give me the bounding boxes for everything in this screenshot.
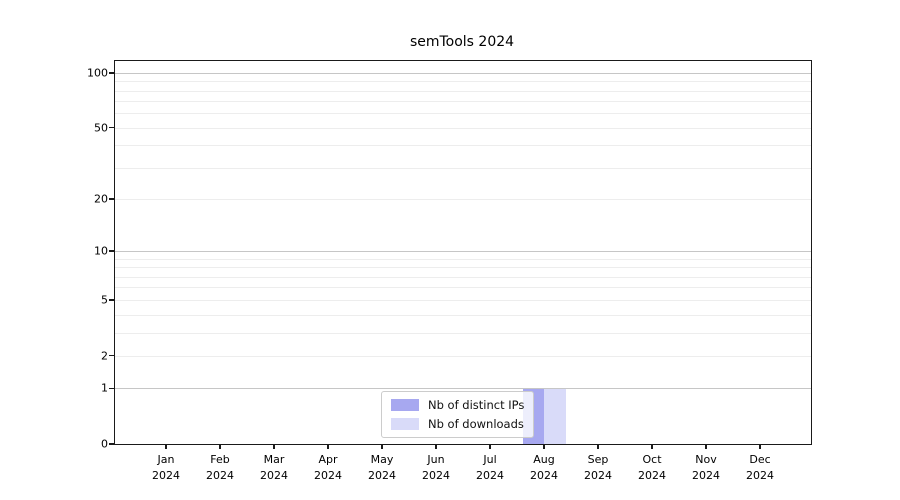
chart-title: semTools 2024 [409, 34, 515, 50]
y-tick-label: 2 [101, 349, 108, 363]
y-tick-mark [109, 250, 114, 252]
minor-gridline [115, 145, 811, 147]
y-tick-mark [109, 443, 114, 445]
y-tick-label: 50 [94, 121, 108, 135]
x-tick-mark [489, 444, 491, 449]
minor-gridline [115, 167, 811, 169]
y-tick-mark [109, 299, 114, 301]
x-tick-label: Nov 2024 [692, 453, 720, 482]
minor-gridline [115, 276, 811, 278]
legend-swatch-distinct-ips [391, 399, 419, 411]
x-tick-mark [759, 444, 761, 449]
x-tick-label: Aug 2024 [530, 453, 558, 482]
legend-row: Nb of downloads [391, 417, 524, 431]
x-tick-label: Jan 2024 [152, 453, 180, 482]
x-tick-label: Jun 2024 [422, 453, 450, 482]
y-tick-mark [109, 198, 114, 200]
legend-swatch-downloads [391, 418, 419, 430]
y-tick-label: 20 [94, 192, 108, 206]
y-tick-label: 1 [101, 381, 108, 395]
x-tick-mark [435, 444, 437, 449]
x-tick-mark [165, 444, 167, 449]
y-tick-label: 0 [101, 437, 108, 451]
minor-gridline [115, 314, 811, 316]
minor-gridline [115, 355, 811, 357]
minor-gridline [115, 81, 811, 83]
major-gridline [115, 388, 811, 390]
y-tick-mark [109, 387, 114, 389]
legend-label: Nb of distinct IPs [428, 398, 525, 412]
x-tick-mark [273, 444, 275, 449]
x-tick-mark [543, 444, 545, 449]
major-gridline [115, 251, 811, 253]
minor-gridline [115, 90, 811, 92]
minor-gridline [115, 113, 811, 115]
x-tick-mark [219, 444, 221, 449]
legend-label: Nb of downloads [428, 417, 524, 431]
y-tick-label: 100 [87, 66, 108, 80]
y-tick-mark [109, 72, 114, 74]
minor-gridline [115, 267, 811, 269]
minor-gridline [115, 101, 811, 103]
x-tick-mark [597, 444, 599, 449]
y-tick-mark [109, 127, 114, 129]
x-tick-mark [705, 444, 707, 449]
x-tick-mark [327, 444, 329, 449]
x-tick-mark [381, 444, 383, 449]
x-tick-label: Apr 2024 [314, 453, 342, 482]
x-tick-mark [651, 444, 653, 449]
minor-gridline [115, 127, 811, 129]
x-tick-label: Oct 2024 [638, 453, 666, 482]
x-tick-label: Dec 2024 [746, 453, 774, 482]
y-tick-mark [109, 354, 114, 357]
minor-gridline [115, 258, 811, 260]
minor-gridline [115, 287, 811, 289]
x-tick-label: Jul 2024 [476, 453, 504, 482]
x-tick-label: May 2024 [368, 453, 396, 482]
x-tick-label: Sep 2024 [584, 453, 612, 482]
minor-gridline [115, 299, 811, 301]
legend-row: Nb of distinct IPs [391, 398, 524, 412]
x-tick-label: Feb 2024 [206, 453, 234, 482]
y-tick-label: 5 [101, 293, 108, 307]
x-tick-label: Mar 2024 [260, 453, 288, 482]
legend: Nb of distinct IPs Nb of downloads [381, 391, 535, 438]
minor-gridline [115, 332, 811, 334]
y-tick-label: 10 [94, 244, 108, 258]
bar-downloads [544, 388, 566, 444]
major-gridline [115, 72, 811, 74]
plot-area: Nb of distinct IPs Nb of downloads 0 1 2 5 10… [87, 60, 812, 482]
minor-gridline [115, 199, 811, 201]
